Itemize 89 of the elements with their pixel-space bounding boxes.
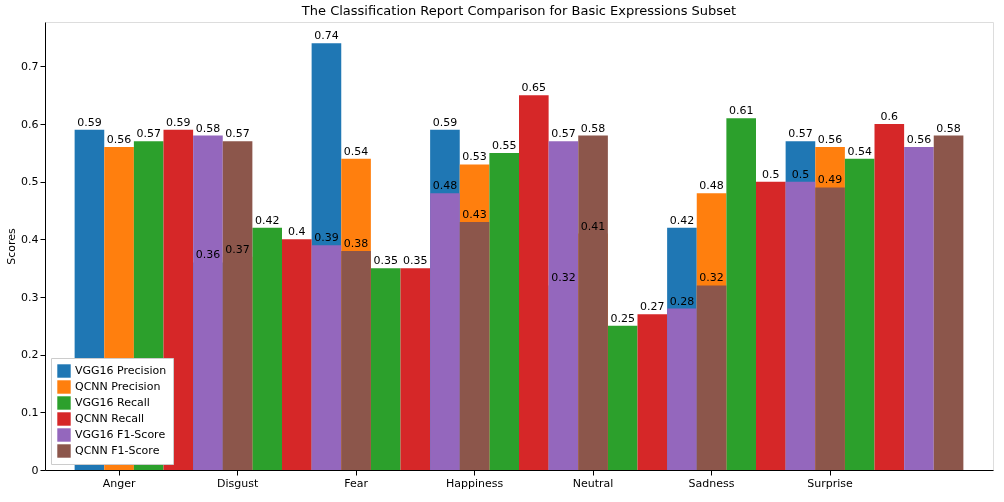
data-label: 0.57	[788, 127, 813, 141]
y-axis-title: Scores	[5, 227, 19, 265]
y-tick-label: 0.2	[21, 348, 39, 362]
x-tick-label: Sadness	[688, 476, 735, 490]
data-label: 0.55	[491, 138, 517, 152]
bar	[252, 227, 282, 470]
bar	[282, 239, 312, 470]
data-label: 0.48	[432, 179, 458, 193]
data-label: 0.4	[288, 225, 306, 239]
data-label: 0.43	[462, 208, 487, 222]
x-tick-label: Neutral	[572, 476, 614, 490]
bar	[844, 158, 875, 470]
data-label: 0.74	[314, 29, 339, 43]
y-tick-label: 0	[31, 463, 39, 477]
bar	[904, 147, 934, 470]
data-label: 0.32	[551, 271, 576, 285]
data-label: 0.36	[195, 248, 221, 262]
legend-label: VGG16 Precision	[75, 364, 167, 377]
data-label: 0.39	[314, 231, 339, 245]
data-label: 0.32	[699, 271, 724, 285]
data-label: 0.54	[343, 144, 369, 158]
y-tick-label: 0.3	[21, 290, 39, 304]
data-label: 0.59	[77, 115, 102, 129]
data-label: 0.54	[847, 144, 872, 158]
data-label: 0.37	[225, 242, 250, 256]
y-tick-label: 0.4	[21, 232, 39, 246]
data-label: 0.28	[669, 294, 695, 308]
legend-label: QCNN Recall	[75, 412, 145, 425]
legend-label: QCNN Precision	[75, 380, 161, 393]
bar	[726, 118, 756, 470]
bar	[578, 135, 608, 470]
data-label: 0.5	[762, 167, 780, 181]
bar	[933, 135, 964, 470]
data-label: 0.65	[521, 81, 547, 95]
bar	[459, 222, 490, 470]
data-label: 0.58	[936, 121, 961, 135]
bar	[370, 268, 401, 470]
bar	[756, 181, 786, 470]
data-label: 0.57	[136, 127, 161, 141]
data-label: 0.38	[343, 236, 369, 250]
data-label: 0.57	[551, 127, 576, 141]
y-tick-label: 0.5	[21, 175, 39, 189]
x-tick-label: Fear	[344, 476, 369, 490]
data-label: 0.56	[817, 133, 843, 147]
bar	[222, 141, 253, 470]
bar	[430, 193, 460, 470]
data-label: 0.61	[728, 104, 754, 118]
data-label: 0.57	[225, 127, 250, 141]
x-tick-label: Disgust	[216, 476, 259, 490]
y-tick-label: 0.7	[21, 59, 39, 73]
data-label: 0.42	[254, 213, 280, 227]
chart-title: The Classification Report Comparison for Basic Expressions Subset	[300, 3, 737, 18]
data-label: 0.58	[195, 121, 221, 135]
bar	[341, 250, 371, 470]
legend-label: QCNN F1-Score	[75, 444, 160, 457]
data-label: 0.35	[373, 254, 398, 268]
y-tick-label: 0.6	[21, 117, 39, 131]
data-label: 0.42	[669, 213, 695, 227]
bar	[607, 325, 638, 470]
bar	[696, 285, 727, 470]
data-label: 0.41	[580, 219, 606, 233]
data-label: 0.25	[610, 311, 635, 325]
bar	[489, 152, 519, 470]
data-label: 0.35	[403, 254, 428, 268]
x-tick-label: Surprise	[807, 476, 854, 490]
data-label: 0.48	[699, 179, 724, 193]
legend-label: VGG16 F1-Score	[75, 428, 166, 441]
data-label: 0.6	[880, 110, 899, 124]
data-label: 0.59	[432, 115, 458, 129]
data-label: 0.53	[462, 150, 487, 164]
y-tick-label: 0.1	[21, 405, 39, 419]
bar	[637, 314, 668, 470]
bar	[548, 141, 579, 470]
data-label: 0.59	[166, 115, 191, 129]
x-tick-label: Anger	[102, 476, 136, 490]
data-label: 0.56	[906, 133, 932, 147]
bar	[667, 308, 697, 470]
legend-label: VGG16 Recall	[75, 396, 150, 409]
bar	[519, 95, 549, 470]
data-label: 0.5	[791, 167, 810, 181]
data-label: 0.58	[580, 121, 606, 135]
bar	[400, 268, 431, 470]
bar	[193, 135, 223, 470]
data-label: 0.56	[106, 133, 132, 147]
data-label: 0.49	[817, 173, 843, 187]
data-label: 0.27	[640, 300, 665, 314]
bar	[311, 245, 342, 470]
x-tick-label: Happiness	[445, 476, 504, 490]
bar	[874, 124, 905, 470]
